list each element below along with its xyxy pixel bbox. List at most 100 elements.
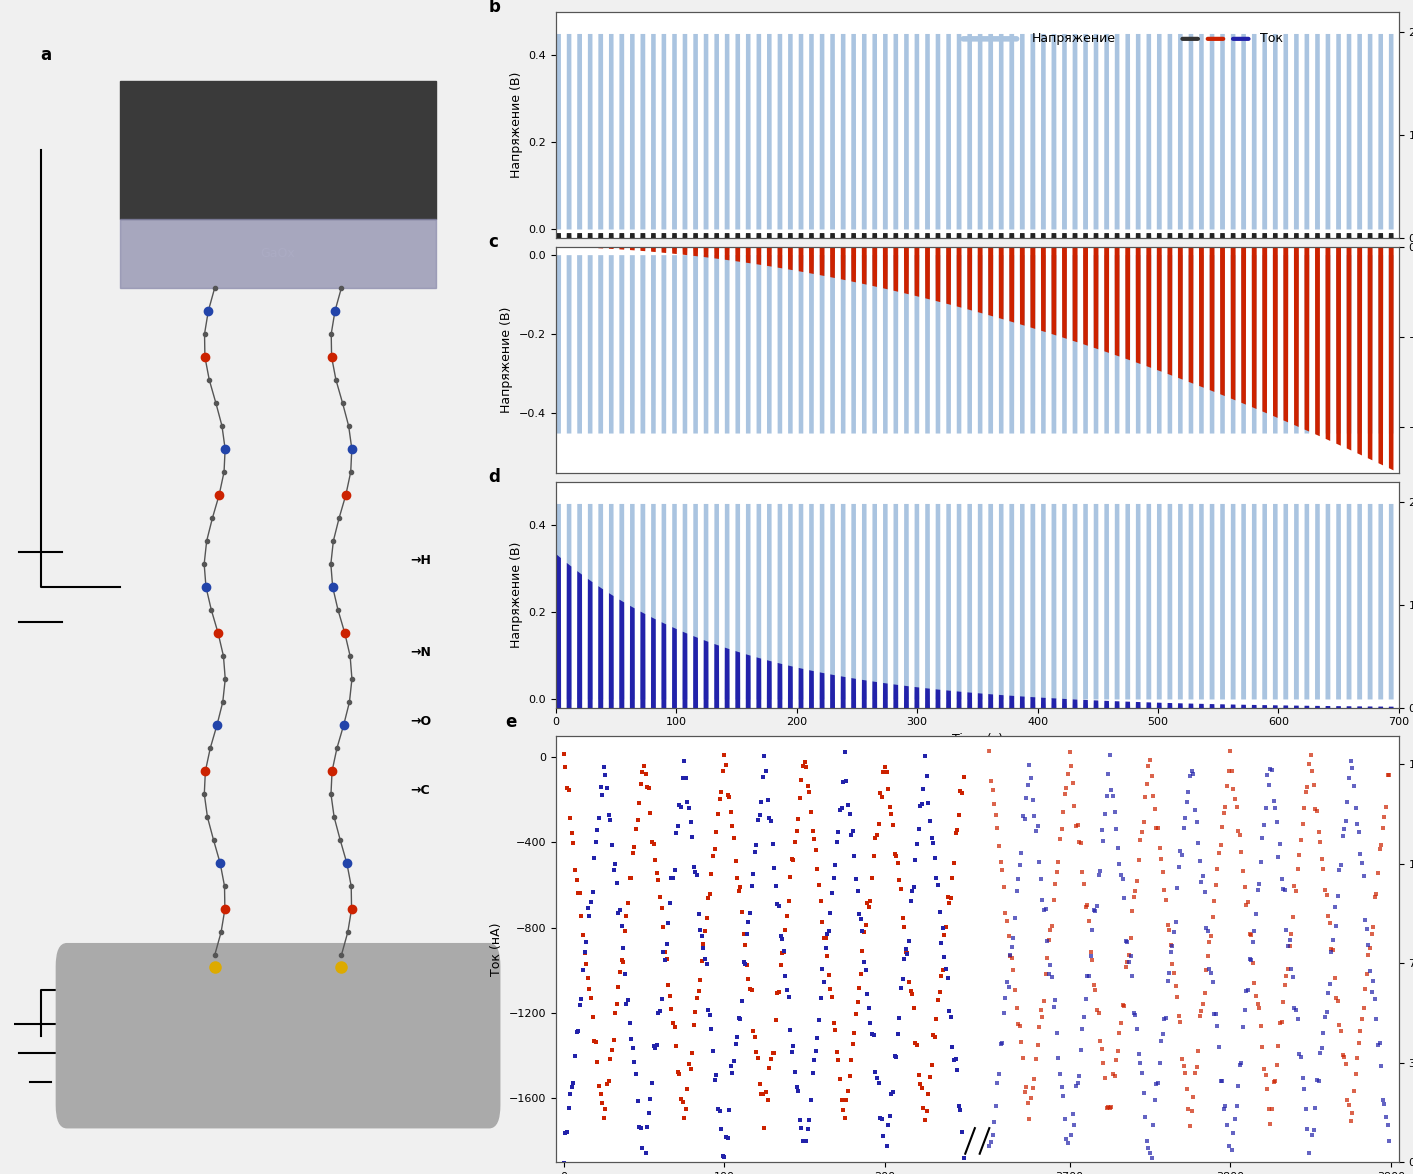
Point	[986, 1074, 1009, 1093]
Point	[643, 1037, 666, 1055]
Point	[753, 1119, 776, 1138]
Point	[824, 855, 846, 873]
Point	[1130, 823, 1153, 842]
Point	[1284, 882, 1307, 900]
Point	[1031, 1007, 1054, 1026]
Point	[1126, 1019, 1149, 1038]
Point	[1033, 992, 1056, 1011]
Point	[1068, 1067, 1091, 1086]
Point	[1188, 851, 1211, 870]
Point	[872, 763, 894, 782]
Point	[743, 843, 766, 862]
Point	[851, 922, 873, 940]
Point	[1091, 821, 1113, 839]
Point	[1171, 845, 1194, 864]
Point	[934, 959, 957, 978]
Point	[1113, 997, 1136, 1016]
Point	[786, 1078, 808, 1097]
Point	[1104, 803, 1126, 822]
Point	[1136, 775, 1159, 794]
Point	[1239, 950, 1262, 969]
Point	[564, 1046, 586, 1065]
Point	[584, 849, 606, 868]
Point	[1000, 949, 1023, 967]
Point	[668, 1065, 691, 1084]
Point	[577, 898, 599, 917]
Point	[1142, 1115, 1164, 1134]
Point	[1039, 920, 1061, 939]
Point	[1282, 967, 1304, 986]
Point	[557, 1099, 579, 1118]
Point	[746, 1050, 769, 1068]
Point	[856, 985, 879, 1004]
Text: →C: →C	[410, 784, 430, 797]
Point	[1024, 822, 1047, 841]
Point	[784, 1062, 807, 1081]
Point	[745, 1043, 767, 1061]
Point	[654, 951, 677, 970]
Point	[1167, 858, 1190, 877]
Point	[698, 1005, 721, 1024]
Point	[920, 1055, 942, 1074]
Point	[1027, 853, 1050, 872]
Point	[750, 792, 773, 811]
Point	[1089, 1032, 1112, 1051]
Point	[1109, 1013, 1132, 1032]
Point	[565, 1023, 588, 1041]
Point	[1043, 997, 1065, 1016]
Point	[907, 819, 930, 838]
Point	[1071, 1019, 1094, 1038]
Point	[1034, 965, 1057, 984]
Point	[1022, 790, 1044, 809]
Point	[992, 1003, 1015, 1021]
Point	[906, 835, 928, 853]
Point	[1267, 1037, 1290, 1055]
Point	[630, 1119, 653, 1138]
Point	[1152, 1024, 1174, 1043]
Point	[675, 1079, 698, 1098]
Point	[1012, 807, 1034, 825]
Point	[1222, 780, 1245, 798]
Point	[1337, 1091, 1359, 1109]
Point	[620, 869, 643, 888]
Point	[685, 989, 708, 1007]
Point	[1191, 868, 1214, 886]
Point	[1293, 798, 1316, 817]
Point	[855, 960, 877, 979]
Point	[1283, 998, 1306, 1017]
Y-axis label: Напряжение (В): Напряжение (В)	[500, 306, 513, 413]
Point	[736, 956, 759, 974]
Point	[787, 809, 810, 828]
Point	[858, 898, 880, 917]
Point	[839, 825, 862, 844]
Point	[1314, 880, 1337, 899]
Point	[1030, 1001, 1053, 1020]
Point	[592, 1108, 615, 1127]
Point	[1334, 1055, 1356, 1074]
Point	[1215, 1115, 1238, 1134]
Point	[668, 796, 691, 815]
Point	[1348, 1033, 1371, 1052]
Point	[832, 772, 855, 791]
Point	[999, 946, 1022, 965]
Point	[1310, 1039, 1332, 1058]
Point	[1201, 972, 1224, 991]
Point	[728, 1008, 750, 1027]
Point	[1354, 980, 1376, 999]
Point	[569, 906, 592, 925]
Point	[680, 1060, 702, 1079]
Point	[704, 1071, 726, 1089]
Point	[1013, 809, 1036, 828]
Point	[934, 918, 957, 937]
Point	[873, 758, 896, 777]
Point	[1034, 899, 1057, 918]
Point	[1147, 818, 1170, 837]
Point	[1139, 751, 1161, 770]
Point	[1361, 983, 1383, 1001]
Point	[596, 778, 619, 797]
Point	[722, 1052, 745, 1071]
Point	[1140, 1149, 1163, 1168]
Point	[773, 943, 796, 962]
Point	[627, 794, 650, 812]
Point	[1197, 922, 1219, 940]
